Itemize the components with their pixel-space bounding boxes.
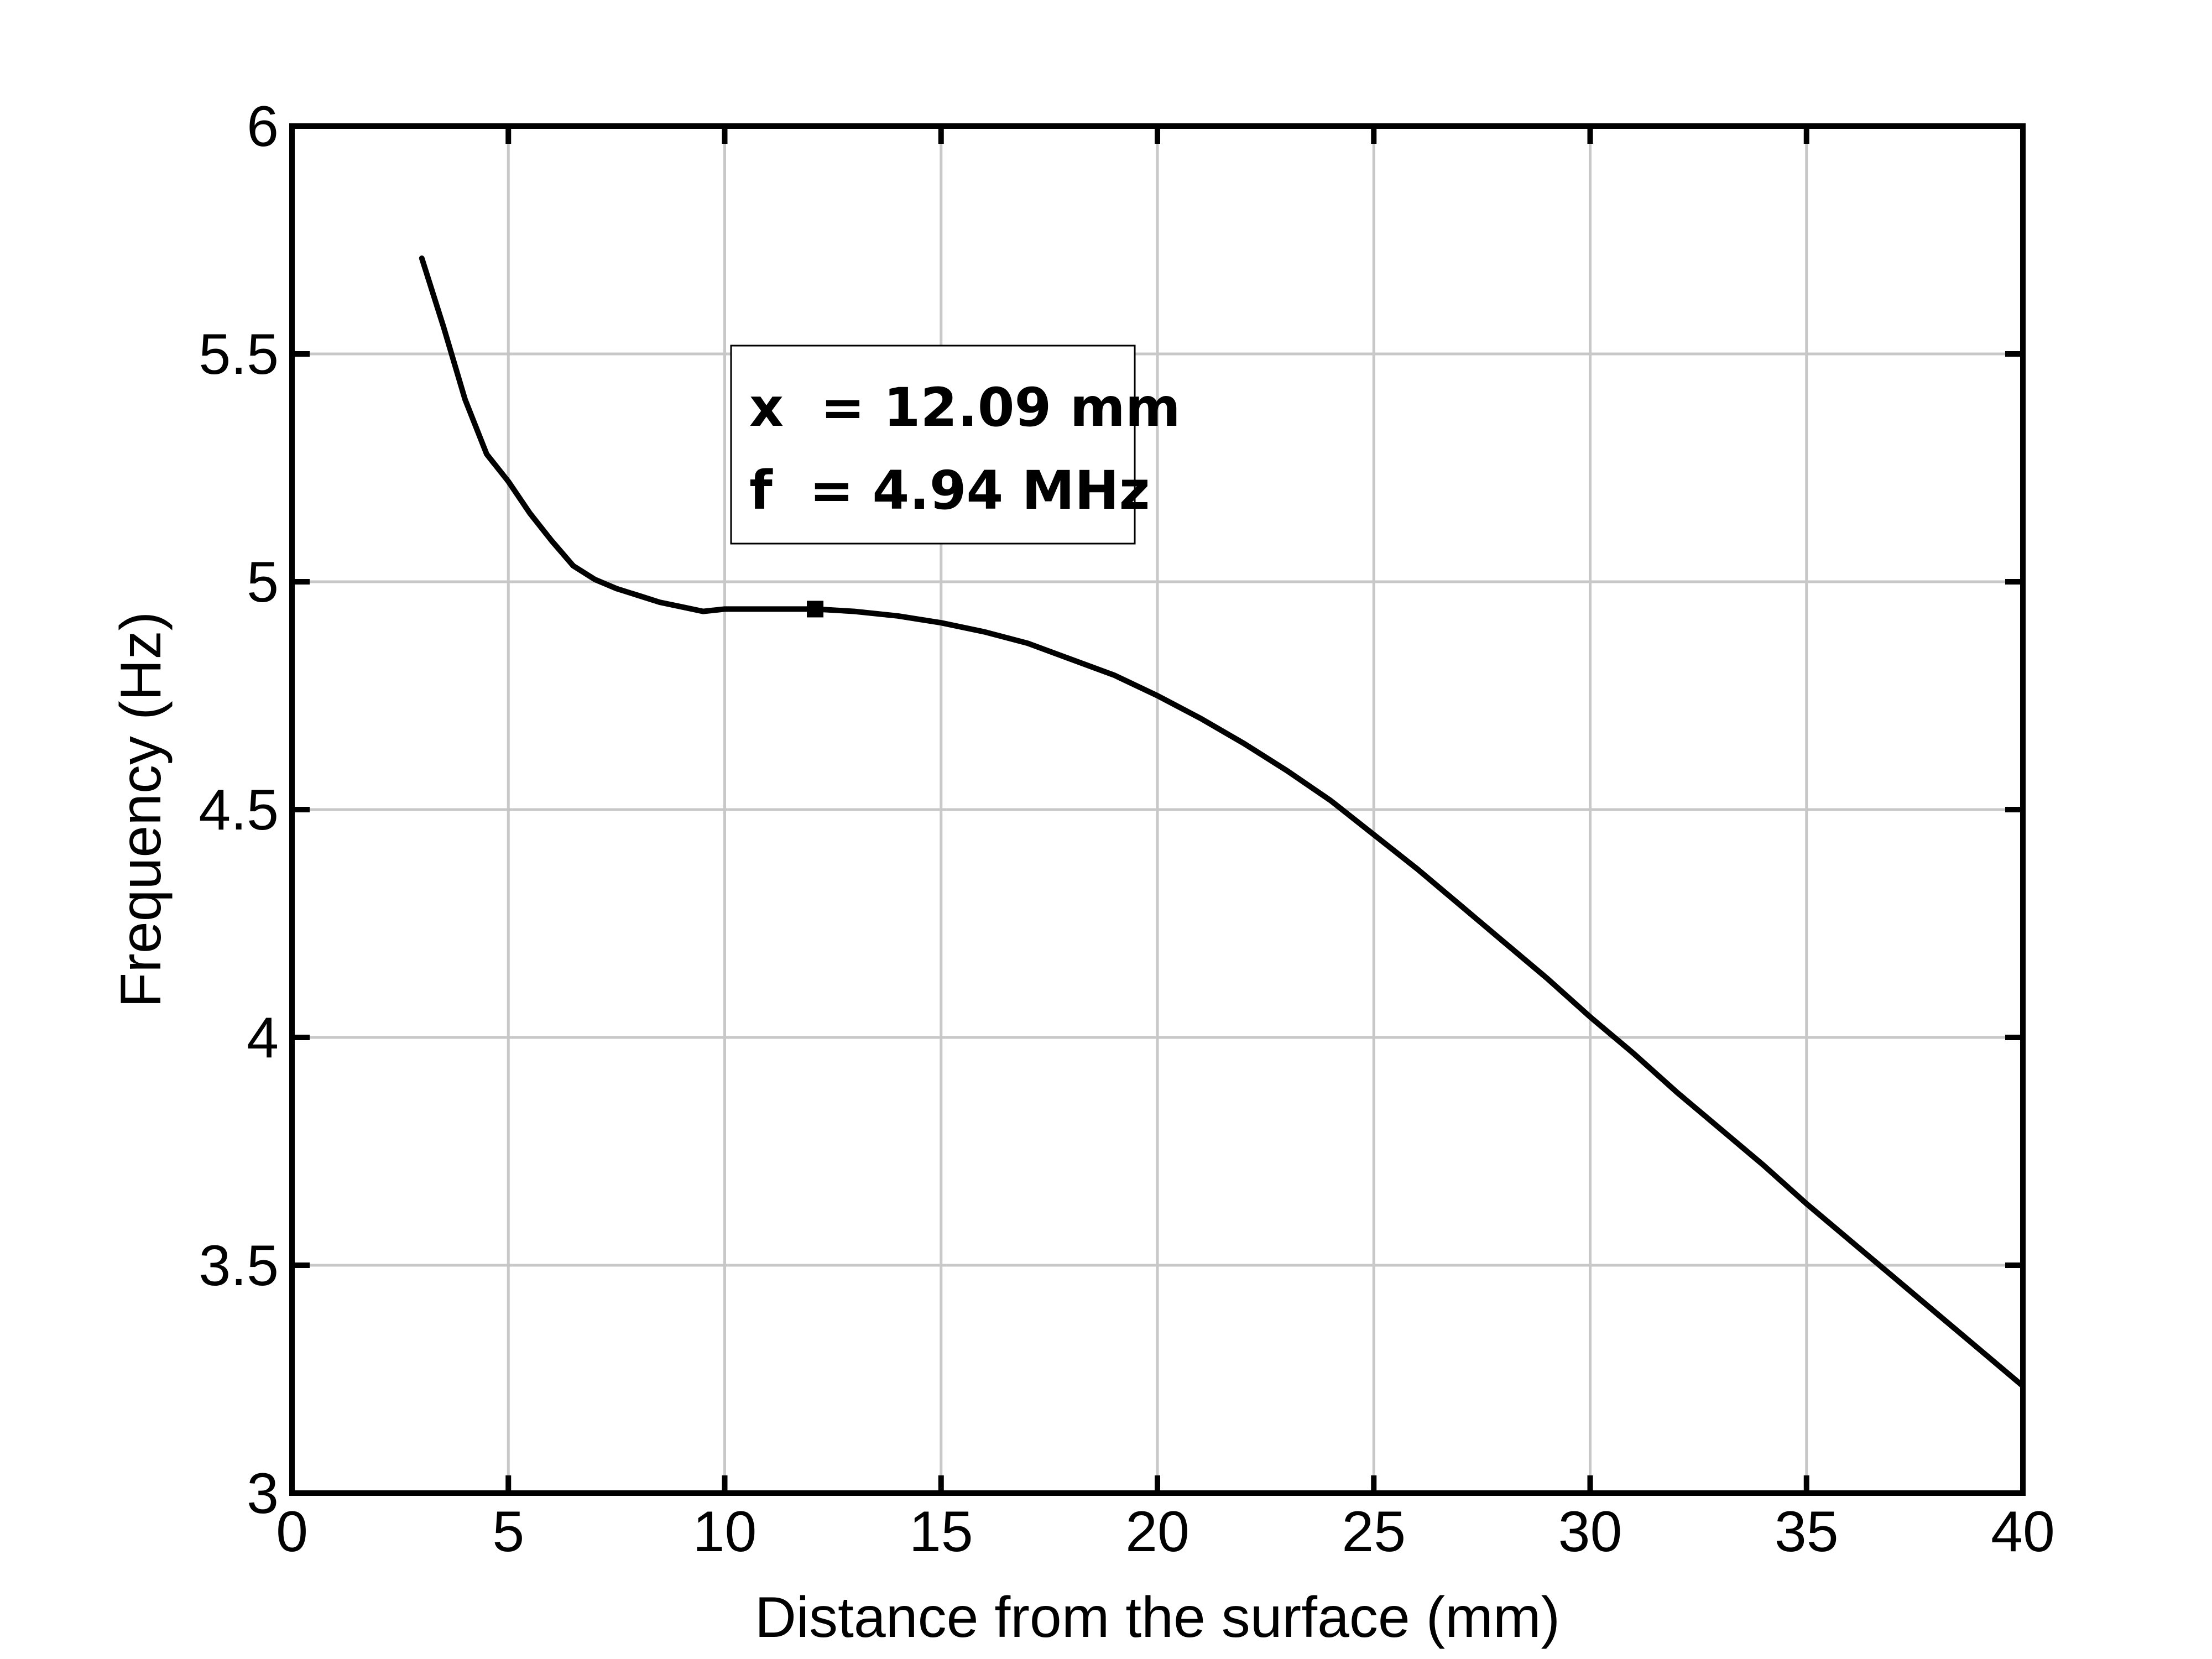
y-tick-label: 6	[247, 95, 279, 159]
tick-labels: 0 5 10 15 20 25 30 35 40 3 3.5 4 4.5 5 5.5 6	[199, 95, 2054, 1564]
data-cursor-marker	[807, 601, 824, 618]
y-tick-label: 3	[247, 1462, 279, 1526]
x-axis-title: Distance from the surface (mm)	[755, 1585, 1560, 1650]
x-tick-label: 35	[1775, 1500, 1839, 1564]
datatip-box	[730, 345, 1136, 545]
axis-ticks	[289, 123, 2026, 1496]
x-tick-label: 25	[1342, 1500, 1406, 1564]
datatip-x-value: x = 12.09 mm	[749, 377, 1181, 439]
x-tick-label: 0	[276, 1500, 308, 1564]
y-tick-label: 4.5	[199, 778, 279, 842]
y-tick-label: 5.5	[199, 322, 279, 387]
x-tick-label: 30	[1558, 1500, 1623, 1564]
y-tick-label: 4	[247, 1006, 279, 1070]
datatip-annotation: x = 12.09 mm f = 4.94 MHz	[730, 345, 1181, 545]
datatip-f-value: f = 4.94 MHz	[749, 460, 1150, 521]
y-tick-label: 3.5	[199, 1234, 279, 1298]
x-tick-label: 20	[1125, 1500, 1190, 1564]
x-tick-label: 10	[693, 1500, 757, 1564]
x-tick-label: 40	[1991, 1500, 2055, 1564]
y-axis-title: Frequency (Hz)	[109, 612, 173, 1008]
plot-area	[419, 255, 2026, 1389]
x-tick-label: 5	[492, 1500, 524, 1564]
x-tick-label: 15	[909, 1500, 973, 1564]
y-tick-label: 5	[247, 550, 279, 614]
series-line	[419, 255, 2026, 1389]
